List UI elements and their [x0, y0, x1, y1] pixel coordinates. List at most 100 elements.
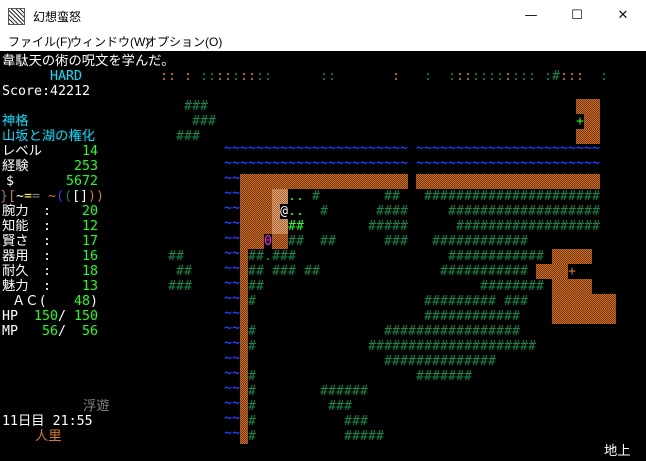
water-tile: ~: [224, 231, 232, 246]
tree-tile: #: [472, 189, 480, 204]
tree-tile: #: [456, 249, 464, 264]
tree-tile: #: [456, 369, 464, 384]
wall-tile: [240, 249, 248, 264]
water-tile: ~: [224, 381, 232, 396]
tree-tile: #: [584, 219, 592, 234]
water-tile: ~: [232, 291, 240, 306]
level-label: レベル: [2, 144, 42, 159]
tree-tile: #: [168, 249, 176, 264]
close-button[interactable]: ✕: [617, 8, 629, 23]
water-tile: ~: [576, 141, 584, 156]
tree-tile: #: [496, 264, 504, 279]
water-tile: ~: [256, 141, 264, 156]
water-tile: ~: [344, 156, 352, 171]
water-tile: ~: [232, 276, 240, 291]
wall-tile: [584, 114, 592, 129]
water-tile: ~: [240, 156, 248, 171]
minimize-button[interactable]: —: [524, 8, 538, 23]
wall-tile: [560, 309, 568, 324]
water-tile: ~: [592, 141, 600, 156]
tree-tile: #: [480, 219, 488, 234]
tree-tile: #: [456, 204, 464, 219]
maximize-button[interactable]: ☐: [571, 8, 583, 23]
tree-tile: #: [496, 249, 504, 264]
tree-tile: #: [352, 414, 360, 429]
equipment-slot: (: [64, 189, 72, 204]
water-tile: ~: [368, 141, 376, 156]
equipment-slot: ]: [80, 189, 88, 204]
water-tile: ~: [336, 141, 344, 156]
wall-tile: [424, 174, 432, 189]
tree-tile: #: [424, 339, 432, 354]
tree-tile: #: [376, 219, 384, 234]
wall-tile: [576, 279, 584, 294]
tree-tile: #: [384, 234, 392, 249]
tree-tile: #: [496, 339, 504, 354]
floor-tile: :: [472, 69, 480, 84]
tree-tile: #: [504, 189, 512, 204]
tree-tile: #: [480, 279, 488, 294]
tree-tile: #: [184, 129, 192, 144]
tree-tile: #: [352, 384, 360, 399]
floor-tile: :: [480, 69, 488, 84]
wall-tile: [536, 264, 544, 279]
tree-tile: #: [448, 324, 456, 339]
water-tile: ~: [400, 156, 408, 171]
tree-tile: #: [248, 339, 256, 354]
wall-tile: [576, 174, 584, 189]
menu-file[interactable]: ファイル(F): [8, 35, 72, 49]
tree-tile: #: [416, 354, 424, 369]
tree-tile: #: [456, 189, 464, 204]
game-terminal[interactable]: 韋駄天の術の呪文を学んだ。 HARD Score:42212 神格 山坂と湖の権…: [0, 51, 646, 461]
wall-tile: [592, 309, 600, 324]
tree-tile: #: [392, 339, 400, 354]
tree-tile: #: [544, 204, 552, 219]
tree-tile: #: [520, 264, 528, 279]
stat-label: 耐久: [2, 264, 29, 279]
tree-tile: #: [504, 234, 512, 249]
tree-tile: #: [400, 234, 408, 249]
tree-tile: #: [200, 114, 208, 129]
water-tile: ~: [232, 171, 240, 186]
tree-tile: #: [360, 384, 368, 399]
wall-tile: [568, 249, 576, 264]
wall-tile: [552, 309, 560, 324]
wall-tile: [248, 189, 256, 204]
equipment-slot: [40, 189, 48, 204]
difficulty: HARD: [50, 69, 83, 84]
tree-tile: #: [400, 354, 408, 369]
app-icon: [8, 8, 25, 25]
water-tile: ~: [488, 141, 496, 156]
menu-window[interactable]: ウィンドウ(W): [70, 35, 150, 49]
tree-tile: #: [512, 249, 520, 264]
water-tile: ~: [432, 156, 440, 171]
water-tile: ~: [544, 141, 552, 156]
tree-tile: #: [456, 339, 464, 354]
floor-tile: :: [328, 69, 336, 84]
tree-tile: #: [504, 294, 512, 309]
tree-tile: #: [432, 324, 440, 339]
date-time: 11日目 21:55: [2, 414, 93, 429]
tree-tile: #: [248, 429, 256, 444]
tree-tile: #: [536, 189, 544, 204]
menu-options[interactable]: オプション(O): [145, 35, 223, 49]
water-tile: ~: [400, 141, 408, 156]
wall-tile: [576, 129, 584, 144]
floor-tile: .: [288, 204, 296, 219]
tree-tile: #: [176, 249, 184, 264]
mp-current: 56: [42, 324, 59, 339]
wall-tile: [248, 234, 256, 249]
tree-tile: #: [248, 414, 256, 429]
tree-tile: #: [448, 189, 456, 204]
wall-tile: [416, 174, 424, 189]
water-tile: ~: [328, 156, 336, 171]
floor-tile: :: [528, 69, 536, 84]
tree-tile: #: [256, 264, 264, 279]
depth: 地上: [604, 444, 631, 459]
hp-max: 150: [74, 309, 99, 324]
floor-tile: :: [208, 69, 216, 84]
tree-tile: #: [568, 204, 576, 219]
floor-tile: :: [456, 69, 464, 84]
tree-tile: #: [448, 234, 456, 249]
tree-tile: #: [480, 324, 488, 339]
